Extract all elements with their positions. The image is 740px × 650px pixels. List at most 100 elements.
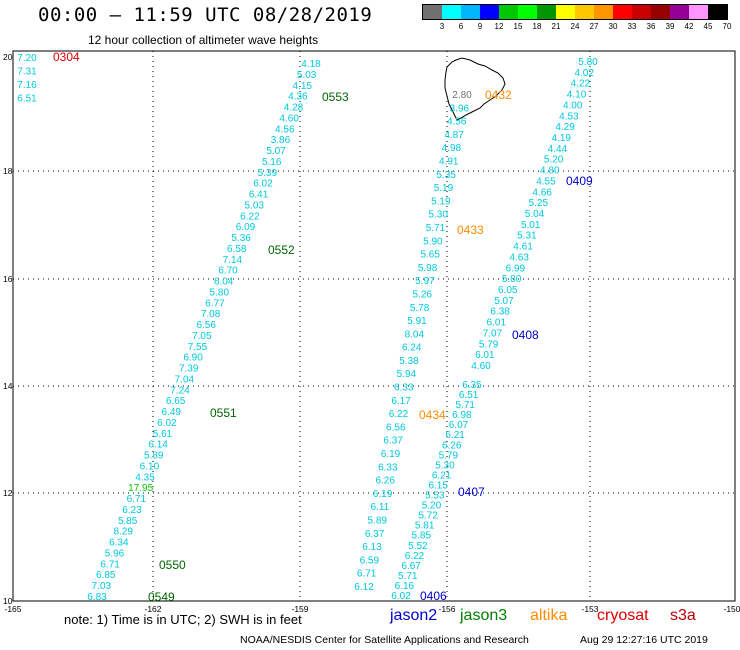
- wave-height-value: 6.19: [381, 449, 401, 460]
- map-title: 00:00 – 11:59 UTC 08/28/2019: [38, 4, 373, 26]
- wave-height-value: 5.19: [431, 196, 451, 207]
- wave-height-value: 5.85: [118, 516, 138, 527]
- colorbar-label: 36: [646, 22, 656, 31]
- wave-height-value: 5.20: [422, 501, 442, 512]
- wave-height-value: 5.39: [258, 168, 278, 179]
- wave-height-value: 8.04: [405, 329, 425, 340]
- wave-height-value: 4.44: [548, 144, 568, 155]
- wave-height-value: 5.71: [456, 400, 476, 411]
- wave-height-value: 6.33: [394, 383, 414, 394]
- longitude-tick-label: -156: [438, 604, 455, 614]
- wave-height-value: 4.60: [471, 361, 491, 372]
- wave-height-value: 7.14: [223, 255, 243, 266]
- wave-height-value: 5.19: [434, 183, 454, 194]
- wave-height-value: 7.31: [17, 67, 37, 78]
- credit-text: NOAA/NESDIS Center for Satellite Applica…: [240, 634, 529, 646]
- wave-height-value: 6.15: [428, 480, 448, 491]
- wave-height-value: 5.80: [210, 287, 230, 298]
- colorbar-label: 45: [703, 22, 713, 31]
- wave-height-value: 5.35: [436, 170, 456, 181]
- colorbar-swatch: [670, 5, 689, 19]
- colorbar-label: 18: [532, 22, 542, 31]
- wave-height-value: 6.09: [236, 222, 256, 233]
- wave-height-value: 6.22: [405, 551, 425, 562]
- wave-height-value: 4.91: [439, 156, 459, 167]
- wave-height-value: 6.10: [140, 461, 160, 472]
- wave-height-value: 6.19: [373, 489, 393, 500]
- wave-height-value: 7.04: [175, 374, 195, 385]
- wave-height-value: 5.01: [521, 220, 541, 231]
- wave-height-value: 5.98: [418, 263, 438, 274]
- units-note: note: 1) Time is in UTC; 2) SWH is in fe…: [64, 612, 302, 627]
- wave-height-value: 6.90: [183, 353, 203, 364]
- latitude-tick-label: 12: [3, 488, 13, 498]
- wave-height-value: 5.96: [105, 548, 125, 559]
- map-subtitle: 12 hour collection of altimeter wave hei…: [88, 33, 319, 47]
- wave-height-value: 5.65: [420, 250, 440, 261]
- wave-height-value: 5.30: [435, 460, 455, 471]
- wave-height-value: 5.72: [418, 511, 438, 522]
- axis-ticks: -165 -162 -159 -156 -153 -150 20 18 16 14 12 10: [3, 52, 740, 614]
- pass-id-label-0304: 0304: [53, 50, 80, 64]
- colorbar-label: 6: [458, 22, 464, 31]
- graticule: [13, 51, 735, 601]
- wave-height-value: 6.83: [87, 592, 107, 603]
- wave-height-value: 6.22: [240, 211, 260, 222]
- wave-height-value: 5.97: [415, 276, 435, 287]
- wave-height-value: 4.36: [288, 92, 308, 103]
- wave-height-value: 7.55: [188, 342, 208, 353]
- wave-height-value: 6.11: [371, 502, 390, 513]
- map-frame: [12, 50, 736, 602]
- wave-height-value: 6.70: [218, 266, 238, 277]
- pass-id-label-0409: 0409: [566, 174, 593, 188]
- wave-height-value: 4.18: [301, 59, 321, 70]
- wave-height-value: 6.02: [157, 418, 177, 429]
- pass-id-label-0406: 0406: [420, 589, 447, 603]
- colorbar-label: 21: [551, 22, 561, 31]
- colorbar-swatch: [689, 5, 708, 19]
- colorbar-swatch: [651, 5, 670, 19]
- colorbar-swatch: [594, 5, 613, 19]
- colorbar-label: 42: [684, 22, 694, 31]
- wave-height-value: 6.51: [459, 390, 479, 401]
- colorbar-label: 15: [513, 22, 523, 31]
- wave-height-value: 6.38: [490, 307, 510, 318]
- wave-height-value: 4.61: [513, 242, 533, 253]
- wave-height-value: 5.30: [428, 210, 448, 221]
- wave-height-value: 5.04: [525, 209, 545, 220]
- pass-id-label-0549: 0549: [148, 590, 175, 604]
- wave-height-value: 5.25: [529, 198, 549, 209]
- wave-height-value: 5.71: [398, 571, 418, 582]
- wave-height-value: 17.95: [128, 483, 153, 494]
- wave-height-value: 6.67: [401, 561, 421, 572]
- wave-height-value: 6.17: [391, 396, 411, 407]
- wave-height-value: 6.49: [162, 407, 182, 418]
- wave-height-value: 5.03: [244, 200, 264, 211]
- wave-height-value: 6.26: [442, 440, 462, 451]
- wave-height-value: 7.39: [179, 364, 199, 375]
- wave-height-value: 5.80: [578, 57, 598, 68]
- wave-height-value: 5.36: [231, 233, 251, 244]
- wave-height-value: 5.16: [262, 157, 282, 168]
- colorbar-label: 70: [722, 22, 732, 31]
- satellite-legend-jason2: jason2: [390, 607, 438, 624]
- wave-height-value: 5.38: [399, 356, 419, 367]
- colorbar-swatch: [518, 5, 537, 19]
- wave-height-value: 6.21: [445, 430, 465, 441]
- wave-height-value: 4.56: [275, 124, 295, 135]
- colorbar-swatch: [423, 5, 442, 19]
- satellite-legend-s3a: s3a: [670, 607, 696, 624]
- wave-height-value: 4.56: [447, 117, 467, 128]
- wave-height-value: 4.29: [555, 122, 575, 133]
- longitude-tick-label: -162: [144, 604, 161, 614]
- colorbar-label: 9: [477, 22, 483, 31]
- colorbar-label: 33: [627, 22, 637, 31]
- wave-height-value: 3.96: [450, 103, 470, 114]
- pass-id-label-0408: 0408: [512, 328, 539, 342]
- wave-height-value: 4.66: [532, 187, 552, 198]
- wave-height-value: 8.29: [113, 527, 133, 538]
- colorbar-swatch: [708, 5, 727, 19]
- wave-height-value: 6.37: [365, 529, 385, 540]
- wave-height-value: 5.91: [407, 316, 427, 327]
- satellite-legend-jason3: jason3: [460, 607, 508, 624]
